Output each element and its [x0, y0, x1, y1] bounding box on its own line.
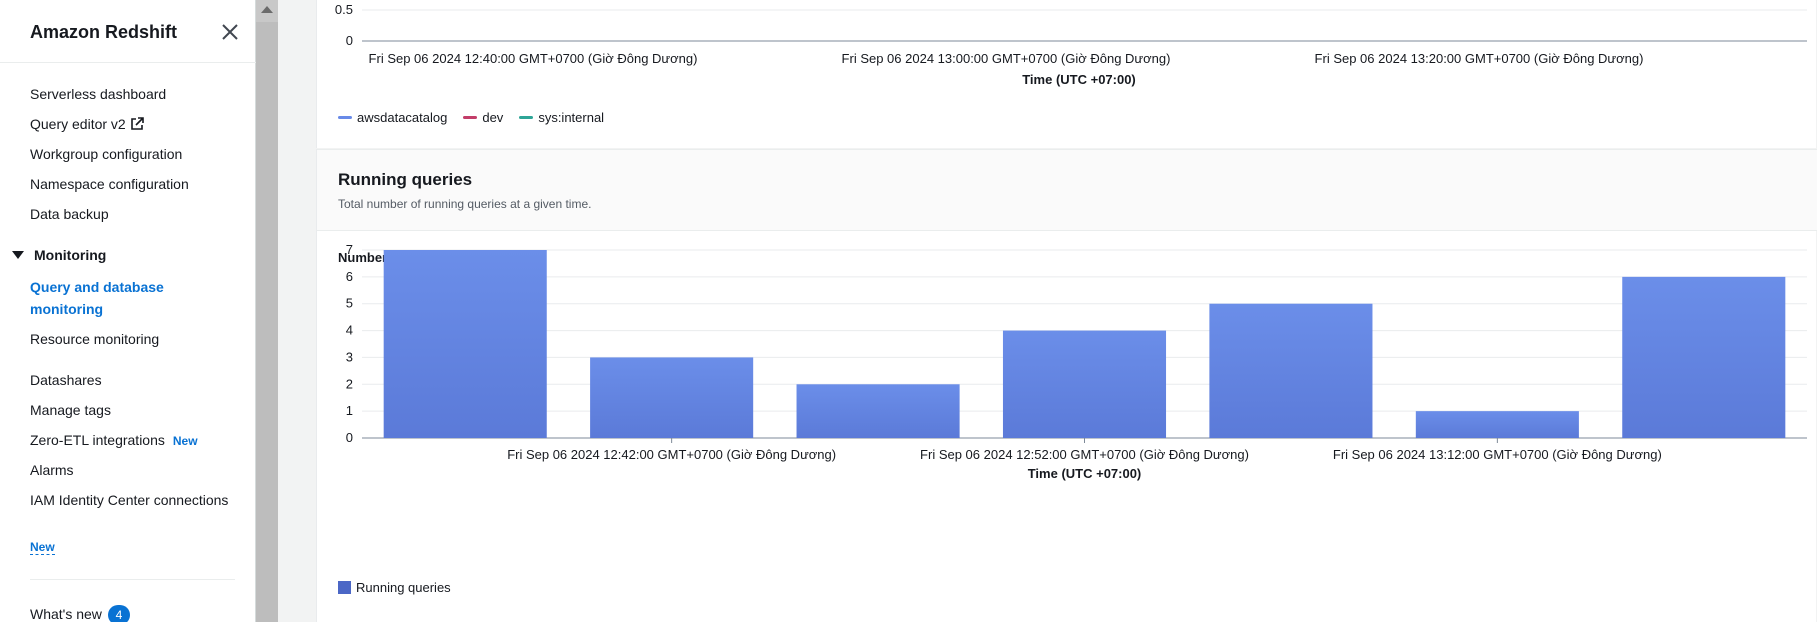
legend-item-running-queries[interactable]: Running queries [338, 580, 451, 595]
nav-query-editor-label: Query editor v2 [30, 116, 126, 132]
sidebar-header: Amazon Redshift [30, 19, 240, 45]
running-queries-bar-chart: 0 1 2 3 4 5 6 7 Fri Sep 06 2024 12:42:00 GMT+070… [346, 242, 1807, 481]
bar [1622, 276, 1786, 438]
nav-section-monitoring-label: Monitoring [34, 247, 107, 263]
x-tick-label: Fri Sep 06 2024 12:52:00 GMT+0700 (Giờ Đ… [920, 447, 1249, 462]
main-content: 0.5 0 Fri Sep 06 2024 12:40:00 GMT+0700 … [278, 0, 1817, 622]
legend-swatch [519, 116, 534, 119]
y-tick-label: 5 [346, 296, 353, 311]
nav-zero-etl-integrations[interactable]: Zero-ETL integrations New [30, 429, 198, 452]
legend-item-sys-internal[interactable]: sys:internal [519, 110, 604, 125]
side-navigation: Amazon Redshift Serverless dashboard Que… [0, 0, 256, 622]
nav-whats-new[interactable]: What's new 4 [30, 603, 130, 622]
nav-alarms[interactable]: Alarms [30, 462, 74, 478]
y-tick-label: 3 [346, 349, 353, 364]
nav-section-monitoring[interactable]: Monitoring [12, 244, 106, 266]
x-axis-title: Time (UTC +07:00) [1028, 466, 1142, 481]
nav-datashares[interactable]: Datashares [30, 372, 102, 388]
y-tick-label: 2 [346, 376, 353, 391]
legend-label: sys:internal [538, 110, 605, 125]
nav-zero-etl-label: Zero-ETL integrations [30, 432, 165, 448]
legend-label: dev [482, 110, 504, 125]
close-icon[interactable] [220, 22, 240, 42]
y-tick-label: 0 [346, 33, 353, 48]
bar [383, 250, 547, 438]
top-chart-legend: awsdatacatalog dev sys:internal [338, 110, 620, 125]
caret-down-icon [12, 251, 24, 259]
panel-header: Running queries Total number of running … [317, 149, 1817, 231]
legend-swatch [463, 116, 478, 119]
sidebar-divider [30, 579, 235, 580]
sidebar-scrollbar[interactable] [256, 0, 278, 622]
notification-count-badge: 4 [107, 605, 130, 622]
new-badge: New [30, 540, 55, 555]
nav-iam-new-badge: New [30, 535, 55, 558]
legend-swatch [338, 116, 352, 119]
x-tick-label: Fri Sep 06 2024 13:00:00 GMT+0700 (Giờ Đ… [842, 51, 1171, 66]
panel-title: Running queries [338, 170, 473, 189]
database-queries-panel: 0.5 0 Fri Sep 06 2024 12:40:00 GMT+0700 … [316, 0, 1816, 148]
legend-label: awsdatacatalog [357, 110, 448, 125]
x-tick-label: Fri Sep 06 2024 13:20:00 GMT+0700 (Giờ Đ… [1315, 51, 1644, 66]
scrollbar-thumb[interactable] [256, 22, 278, 622]
y-tick-label: 6 [346, 269, 353, 284]
nav-data-backup[interactable]: Data backup [30, 206, 109, 222]
nav-query-database-monitoring[interactable]: Query and database monitoring [30, 279, 164, 317]
y-tick-label: 7 [346, 242, 353, 257]
x-axis-title: Time (UTC +07:00) [1022, 72, 1136, 87]
y-tick-label: 0 [346, 430, 353, 445]
nav-query-editor-v2[interactable]: Query editor v2 [30, 113, 144, 137]
bar [1415, 411, 1579, 438]
legend-swatch [338, 581, 351, 594]
external-link-icon [130, 115, 144, 137]
bar [1209, 303, 1373, 438]
y-tick-label: 4 [346, 323, 353, 338]
scroll-up-arrow-icon[interactable] [261, 6, 273, 13]
x-tick-label: Fri Sep 06 2024 12:40:00 GMT+0700 (Giờ Đ… [369, 51, 698, 66]
nav-serverless-dashboard[interactable]: Serverless dashboard [30, 86, 167, 102]
top-line-chart: 0.5 0 Fri Sep 06 2024 12:40:00 GMT+0700 … [335, 2, 1807, 87]
nav-resource-monitoring[interactable]: Resource monitoring [30, 331, 160, 347]
y-tick-label: 0.5 [335, 2, 353, 17]
legend-item-awsdatacatalog[interactable]: awsdatacatalog [338, 110, 447, 125]
legend-label: Running queries [356, 580, 451, 595]
nav-manage-tags[interactable]: Manage tags [30, 402, 111, 418]
x-tick-label: Fri Sep 06 2024 13:12:00 GMT+0700 (Giờ Đ… [1333, 447, 1662, 462]
running-queries-legend: Running queries [338, 580, 467, 595]
panel-description: Total number of running queries at a giv… [338, 197, 592, 211]
nav-workgroup-configuration[interactable]: Workgroup configuration [30, 146, 183, 162]
x-tick-label: Fri Sep 06 2024 12:42:00 GMT+0700 (Giờ Đ… [507, 447, 836, 462]
service-title[interactable]: Amazon Redshift [30, 22, 178, 42]
y-tick-label: 1 [346, 403, 353, 418]
bar [796, 384, 960, 438]
legend-item-dev[interactable]: dev [463, 110, 503, 125]
bar [590, 357, 754, 438]
nav-iam-identity-center[interactable]: IAM Identity Center connections [30, 489, 230, 511]
bar [1002, 330, 1167, 438]
nav-whats-new-label: What's new [30, 606, 102, 622]
sidebar-divider [0, 62, 256, 63]
nav-iam-label: IAM Identity Center connections [30, 492, 229, 508]
nav-namespace-configuration[interactable]: Namespace configuration [30, 176, 189, 192]
new-badge: New [172, 434, 198, 448]
running-queries-panel: Running queries Total number of running … [316, 149, 1817, 622]
